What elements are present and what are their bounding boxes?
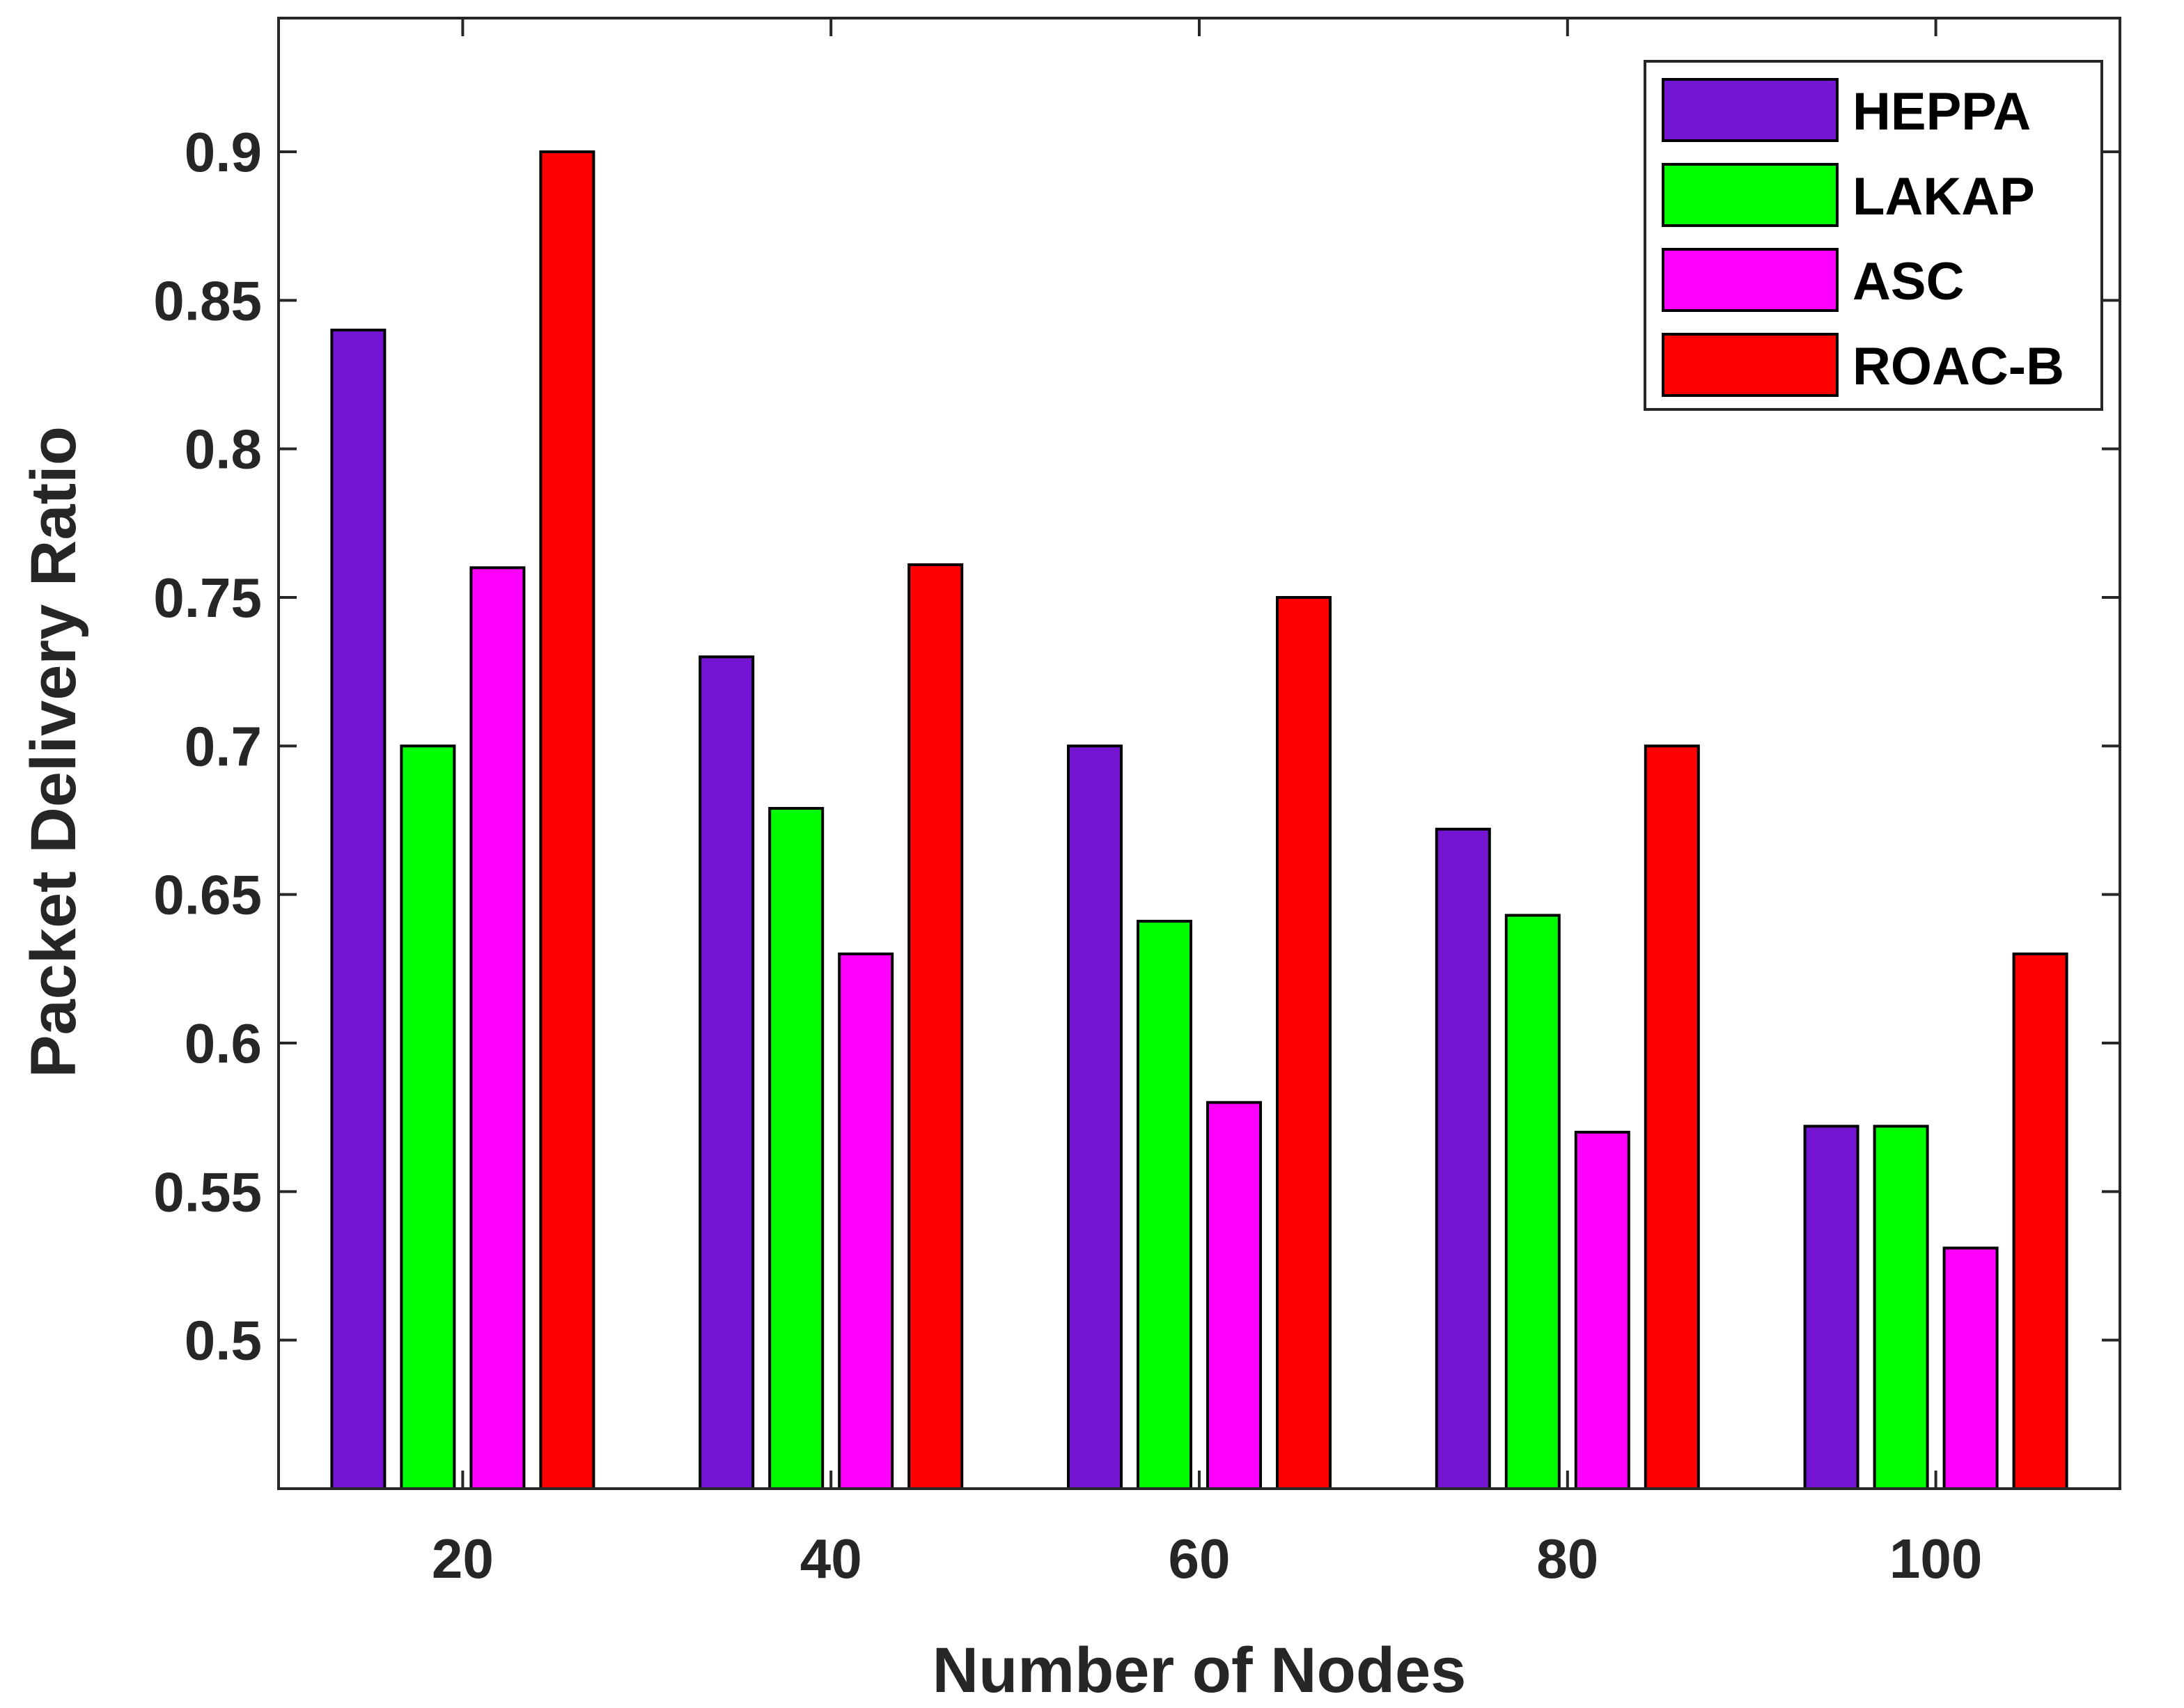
y-tick-label: 0.6 — [185, 1012, 262, 1074]
bar-roac-b-40 — [907, 563, 964, 1490]
legend-swatch-roac-b — [1662, 333, 1839, 397]
bar-lakap-40 — [768, 806, 825, 1490]
legend-swatch-asc — [1662, 248, 1839, 312]
bar-lakap-20 — [400, 744, 456, 1490]
bar-heppa-60 — [1067, 744, 1123, 1490]
ticks-group: 20 40 60 80 100 0.5 0.55 0.6 0.65 0.7 0.75 0.8 0.85 0… — [153, 18, 2120, 1590]
bar-asc-100 — [1942, 1246, 1999, 1491]
bar-heppa-100 — [1803, 1125, 1859, 1490]
x-axis-title: Number of Nodes — [933, 1635, 1467, 1706]
y-tick-label: 0.7 — [185, 715, 262, 777]
bars-group — [330, 150, 2068, 1491]
bar-roac-b-100 — [2012, 953, 2068, 1490]
bar-lakap-80 — [1504, 914, 1561, 1490]
x-tick-label: 100 — [1889, 1528, 1982, 1590]
legend: HEPPA LAKAP ASC ROAC-B — [1644, 60, 2103, 411]
bar-roac-b-80 — [1644, 744, 1700, 1490]
x-tick-label: 60 — [1169, 1528, 1231, 1590]
bar-lakap-60 — [1137, 920, 1192, 1490]
bar-roac-b-20 — [539, 150, 595, 1490]
x-tick-label: 80 — [1536, 1528, 1598, 1590]
y-tick-label: 0.55 — [153, 1161, 262, 1223]
bar-asc-60 — [1206, 1101, 1262, 1491]
bar-asc-40 — [838, 953, 894, 1490]
x-tick-label: 40 — [800, 1528, 862, 1590]
bar-lakap-100 — [1873, 1125, 1929, 1490]
y-tick-label: 0.85 — [153, 269, 262, 331]
y-axis-title: Packet Delivery Ratio — [18, 426, 89, 1078]
legend-swatch-heppa — [1662, 78, 1839, 142]
y-tick-label: 0.9 — [185, 121, 262, 183]
y-tick-label: 0.75 — [153, 567, 262, 629]
legend-label-asc: ASC — [1852, 252, 1964, 311]
bar-asc-80 — [1574, 1131, 1630, 1490]
bar-heppa-20 — [330, 329, 387, 1490]
y-tick-label: 0.65 — [153, 864, 262, 926]
bar-roac-b-60 — [1276, 596, 1332, 1490]
x-tick-label: 20 — [432, 1528, 494, 1590]
legend-swatch-lakap — [1662, 163, 1839, 227]
y-tick-label: 0.8 — [185, 418, 262, 480]
bar-asc-20 — [469, 566, 526, 1490]
legend-label-heppa: HEPPA — [1852, 82, 2031, 141]
bar-heppa-40 — [699, 655, 755, 1490]
plot-frame — [277, 17, 2121, 1490]
legend-label-lakap: LAKAP — [1852, 167, 2035, 226]
y-tick-label: 0.5 — [185, 1310, 262, 1372]
legend-label-roac-b: ROAC-B — [1852, 337, 2064, 396]
bar-heppa-80 — [1435, 827, 1491, 1491]
